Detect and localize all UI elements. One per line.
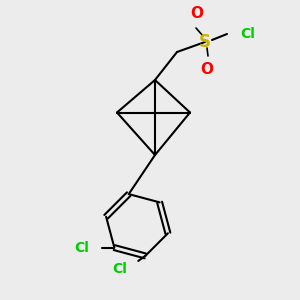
Text: O: O: [190, 7, 203, 22]
Text: S: S: [199, 33, 211, 51]
Text: Cl: Cl: [112, 262, 127, 276]
Text: Cl: Cl: [74, 241, 89, 255]
Text: Cl: Cl: [240, 27, 255, 41]
Text: O: O: [200, 62, 214, 77]
